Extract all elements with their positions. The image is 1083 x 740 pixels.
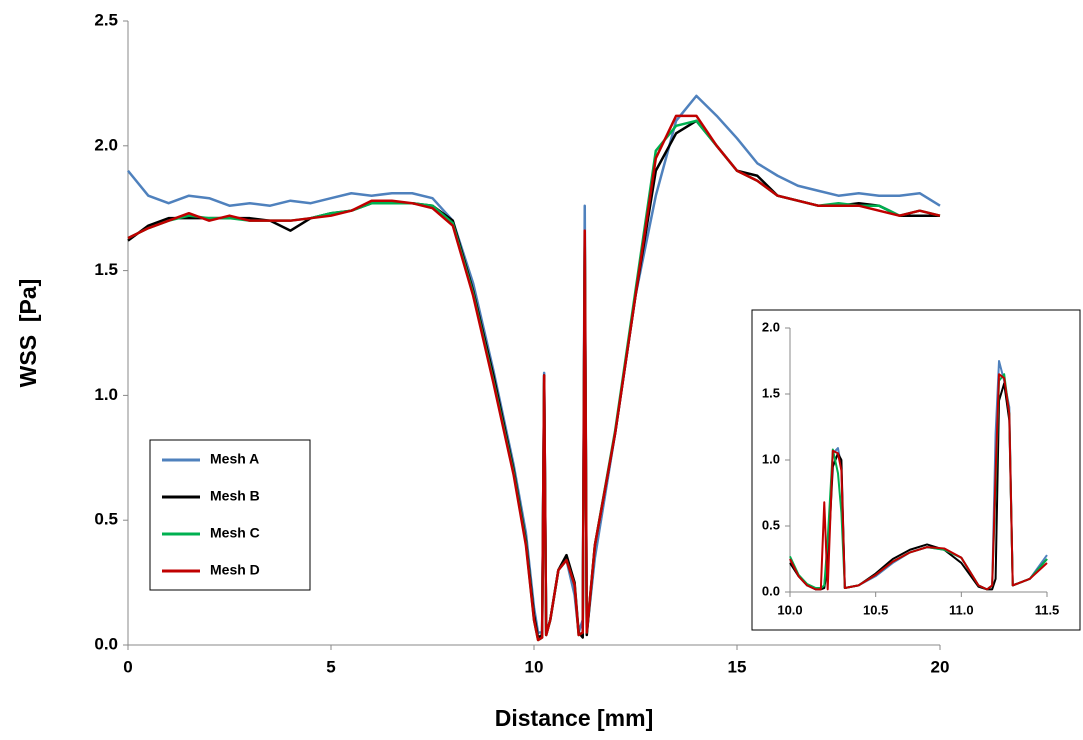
series-line — [789, 373, 1048, 591]
y-tick-label: 0.5 — [94, 510, 118, 529]
x-tick-label: 0 — [123, 657, 132, 676]
legend-label: Mesh B — [210, 488, 260, 504]
x-tick-label: 10.5 — [863, 602, 888, 617]
y-tick-label: 1.0 — [94, 385, 118, 404]
y-tick-label: 0.5 — [762, 517, 780, 532]
legend-box — [149, 439, 311, 591]
x-tick-label: 11.0 — [949, 602, 974, 617]
x-tick-label: 11.5 — [1035, 602, 1060, 617]
y-tick-label: 0.0 — [762, 583, 780, 598]
y-tick-label: 1.0 — [762, 451, 780, 466]
series-line — [127, 114, 941, 642]
x-tick-label: 10 — [525, 657, 544, 676]
legend-label: Mesh A — [210, 451, 259, 467]
series-line — [789, 382, 1048, 591]
y-tick-label: 2.0 — [94, 135, 118, 154]
y-tick-label: 1.5 — [762, 385, 780, 400]
y-tick-label: 2.5 — [94, 10, 118, 29]
x-axis-label: Distance [mm] — [495, 705, 653, 731]
y-tick-label: 2.0 — [762, 319, 780, 334]
y-tick-label: 0.0 — [94, 634, 118, 653]
legend-label: Mesh C — [210, 525, 260, 541]
x-tick-label: 20 — [931, 657, 950, 676]
inset-frame — [751, 309, 1081, 631]
y-tick-label: 1.5 — [94, 260, 118, 279]
x-tick-label: 10.0 — [777, 602, 802, 617]
legend-label: Mesh D — [210, 562, 260, 578]
x-tick-label: 15 — [728, 657, 747, 676]
x-tick-label: 5 — [326, 657, 335, 676]
y-axis-label: WSS [Pa] — [15, 279, 41, 388]
